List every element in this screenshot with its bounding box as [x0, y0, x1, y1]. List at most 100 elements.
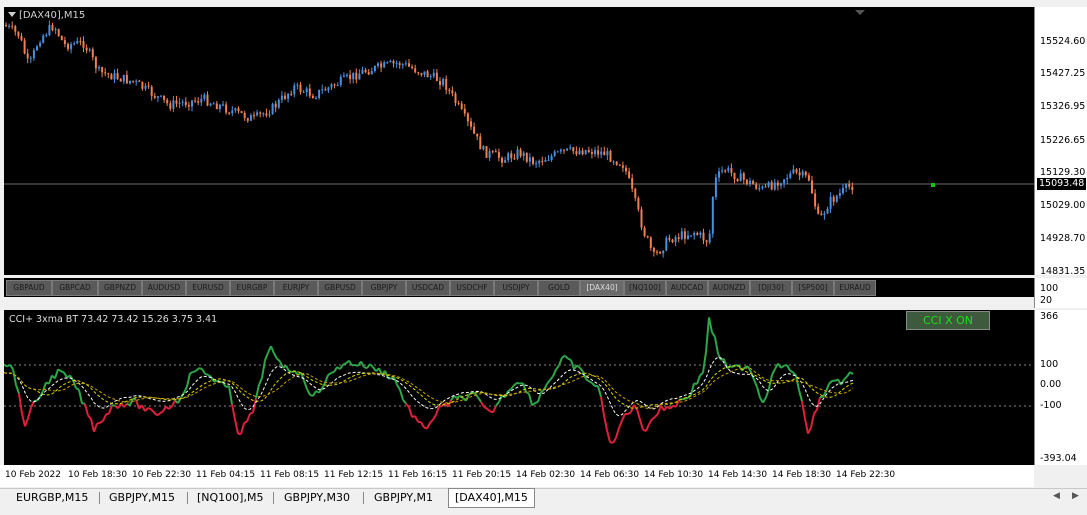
indicator-label: CCI+ 3xma BT 73.42 73.42 15.26 3.75 3.41 — [9, 314, 217, 325]
cci-segment — [55, 369, 58, 378]
candle — [467, 112, 469, 126]
cci-x-on-button[interactable]: CCI X ON — [906, 311, 990, 330]
cci-segment — [259, 378, 262, 385]
candle — [393, 60, 395, 68]
candle — [486, 146, 488, 158]
collapse-triangle-icon[interactable] — [8, 12, 16, 17]
symbol-button-euraud[interactable]: EURAUD — [834, 280, 876, 296]
candle — [783, 179, 785, 188]
candle — [445, 75, 447, 94]
current-price-label: 15093.48 — [1037, 178, 1086, 190]
candle — [455, 92, 457, 107]
candle — [179, 98, 181, 108]
cci-scale[interactable]: 366 100 0.00 -100 -393.04 — [1034, 310, 1087, 465]
symbol-button-usdcad[interactable]: USDCAD — [406, 280, 450, 296]
symbol-button-audusd[interactable]: AUDUSD — [142, 280, 186, 296]
time-label: 10 Feb 2022 — [5, 470, 61, 480]
cci-segment — [187, 373, 190, 386]
candle — [231, 106, 233, 116]
candle — [259, 111, 261, 117]
candle — [662, 250, 664, 257]
candle — [780, 183, 782, 190]
cci-segment — [94, 423, 97, 431]
candle — [352, 73, 354, 84]
symbol-button-gbpusd[interactable]: GBPUSD — [318, 280, 362, 296]
candle — [504, 157, 506, 163]
cci-scale-label: -100 — [1040, 400, 1062, 412]
symbol-button-dji30[interactable]: [DJI30] — [750, 280, 792, 296]
tab-nq100-m5[interactable]: [NQ100],M5 — [197, 490, 263, 506]
price-scale[interactable]: 15524.60 15427.25 15326.95 15226.65 1512… — [1034, 7, 1087, 275]
candle — [250, 113, 252, 121]
scroll-right-icon[interactable]: ▶ — [1072, 491, 1079, 501]
candle — [355, 68, 357, 83]
symbol-button-gbpcad[interactable]: GBPCAD — [52, 280, 98, 296]
cci-segment — [124, 404, 127, 407]
candle — [247, 118, 249, 123]
cci-chart[interactable] — [4, 310, 1034, 465]
cci-segment — [553, 370, 556, 377]
candle — [727, 166, 729, 173]
symbol-button-audcad[interactable]: AUDCAD — [666, 280, 708, 296]
cci-segment — [637, 409, 640, 419]
cci-segment — [808, 427, 811, 433]
time-label: 10 Feb 22:30 — [132, 470, 191, 480]
cci-segment — [676, 400, 679, 407]
cci-segment — [523, 383, 526, 392]
candle — [749, 178, 751, 187]
candle — [253, 112, 255, 120]
price-chart-pane[interactable] — [4, 7, 1034, 275]
candle — [752, 179, 754, 184]
candle — [755, 182, 757, 190]
tab-gbpjpy-m15[interactable]: GBPJPY,M15 — [109, 490, 175, 506]
candle — [746, 179, 748, 185]
candle — [296, 83, 298, 90]
scroll-left-icon[interactable]: ◀ — [1053, 491, 1060, 501]
symbol-button-gbpaud[interactable]: GBPAUD — [6, 280, 52, 296]
candle — [563, 149, 565, 154]
candle — [219, 104, 221, 113]
candle — [303, 90, 305, 93]
symbol-button-eurgbp[interactable]: EURGBP — [230, 280, 274, 296]
tab-gbpjpy-m1[interactable]: GBPJPY,M1 — [374, 490, 433, 506]
candle — [172, 96, 174, 112]
symbol-button-nq100[interactable]: [NQ100] — [624, 280, 666, 296]
symbol-button-gold[interactable]: GOLD — [538, 280, 580, 296]
tab-gbpjpy-m30[interactable]: GBPJPY,M30 — [284, 490, 350, 506]
candlestick-chart[interactable] — [4, 7, 1034, 275]
symbol-button-dax40[interactable]: [DAX40] — [580, 280, 624, 296]
symbol-button-eurjpy[interactable]: EURJPY — [274, 280, 318, 296]
candle — [802, 169, 804, 178]
cci-segment — [565, 356, 568, 359]
candle — [228, 112, 230, 115]
candle — [551, 154, 553, 162]
candle — [548, 155, 550, 161]
symbol-button-usdjpy[interactable]: USDJPY — [494, 280, 538, 296]
symbol-button-gbpnzd[interactable]: GBPNZD — [98, 280, 142, 296]
cci-segment — [691, 383, 694, 395]
candle — [83, 36, 85, 52]
symbol-button-gbpjpy[interactable]: GBPJPY — [362, 280, 406, 296]
candle — [566, 148, 568, 151]
candle — [358, 69, 360, 79]
symbol-button-sp500[interactable]: [SP500] — [792, 280, 834, 296]
candle — [842, 184, 844, 195]
symbol-button-audnzd[interactable]: AUDNZD — [708, 280, 750, 296]
candle — [45, 33, 47, 37]
candle — [622, 161, 624, 171]
candle — [67, 42, 69, 51]
tab-dax40-m15[interactable]: [DAX40],M15 — [448, 488, 535, 508]
tab-eurgbp-m15[interactable]: EURGBP,M15 — [16, 490, 88, 506]
cci-indicator-pane[interactable] — [4, 310, 1034, 465]
symbol-button-eurusd[interactable]: EURUSD — [186, 280, 230, 296]
candle — [368, 69, 370, 75]
cci-segment — [136, 400, 139, 409]
cci-scale-label: 100 — [1040, 359, 1058, 371]
cci-segment — [604, 415, 607, 430]
symbol-button-usdchf[interactable]: USDCHF — [450, 280, 494, 296]
cci-segment — [265, 353, 268, 360]
candle — [321, 84, 323, 93]
candle — [30, 56, 32, 63]
candle — [287, 93, 289, 102]
symbol-bar-scale: 100 20 — [1034, 278, 1087, 308]
